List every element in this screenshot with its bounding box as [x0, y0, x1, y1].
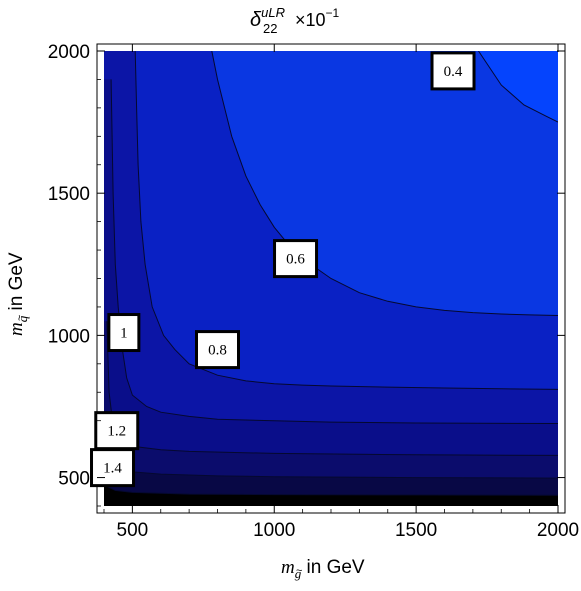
contour-label: 1.4	[90, 448, 136, 488]
y-tick-label: 500	[58, 469, 90, 490]
x-tick-label: 1500	[395, 520, 437, 541]
x-tick-label: 500	[117, 520, 149, 541]
contour-label-text: 1.2	[107, 424, 126, 440]
contour-label-text: 1.4	[103, 461, 122, 477]
svg-text:δuLR: δuLR	[250, 5, 285, 31]
contour-label-text: 1	[120, 326, 128, 342]
contour-label-text: 0.4	[444, 64, 463, 80]
contour-line-1	[110, 79, 558, 424]
y-tick-label: 2000	[48, 42, 90, 63]
contour-label-box	[430, 51, 476, 91]
x-label-subscript: g	[295, 566, 302, 581]
contour-label: 0.6	[273, 239, 319, 279]
region-above-0.4	[478, 51, 558, 123]
contour-label: 1	[107, 313, 141, 353]
contour-label: 0.8	[195, 330, 240, 370]
contour-line-1.6	[106, 485, 558, 496]
contour-label-text: 0.6	[286, 252, 305, 268]
title-superscript: uLR	[261, 5, 285, 20]
x-axis-label: mg in GeV ~	[281, 557, 365, 581]
contour-label-box	[195, 330, 240, 370]
contour-line-1.2	[106, 321, 558, 456]
svg-text:22: 22	[263, 21, 277, 36]
x-label-main: m	[281, 557, 295, 578]
contour-regions	[104, 51, 558, 506]
contour-line-0.6	[211, 51, 558, 316]
contour-line-0.8	[134, 51, 558, 390]
title-symbol: δ	[250, 9, 262, 31]
x-tick-label: 1000	[253, 520, 295, 541]
svg-text:mq in GeV: mq in GeV	[6, 252, 30, 336]
y-tick-label: 1000	[48, 326, 90, 347]
x-label-accent: ~	[296, 565, 302, 577]
contour-lines	[105, 51, 558, 496]
y-axis-label: mq in GeV ~	[6, 252, 30, 336]
contour-label-text: 0.8	[208, 343, 227, 359]
contour-label-box	[90, 448, 136, 488]
title-factor-exponent: −1	[326, 6, 340, 20]
x-axis: 500 1000 1500 2000	[103, 44, 579, 541]
x-tick-label: 2000	[537, 520, 579, 541]
title-factor: ×10	[295, 10, 326, 30]
title-subscript: 22	[263, 21, 277, 36]
contour-labels: 0.4 0.6 0.8 1 1.2 1.4	[90, 51, 476, 488]
contour-label-box	[273, 239, 319, 279]
chart-title: δuLR 22 ×10−1	[250, 5, 340, 36]
y-label-subscript: q	[15, 315, 30, 322]
contour-line-0.4	[478, 51, 558, 123]
x-label-suffix: in GeV	[301, 557, 365, 578]
y-tick-label: 1500	[48, 184, 90, 205]
y-label-suffix: in GeV	[6, 252, 27, 316]
y-label-accent: ~	[14, 315, 26, 321]
svg-text:mg in GeV: mg in GeV	[281, 557, 365, 581]
contour-label: 1.2	[94, 411, 140, 451]
y-label-main: m	[6, 322, 27, 336]
contour-label-box	[107, 313, 141, 353]
y-axis: 500 1000 1500 2000	[48, 42, 565, 507]
svg-text:×10−1: ×10−1	[295, 6, 340, 30]
contour-label: 0.4	[430, 51, 476, 91]
